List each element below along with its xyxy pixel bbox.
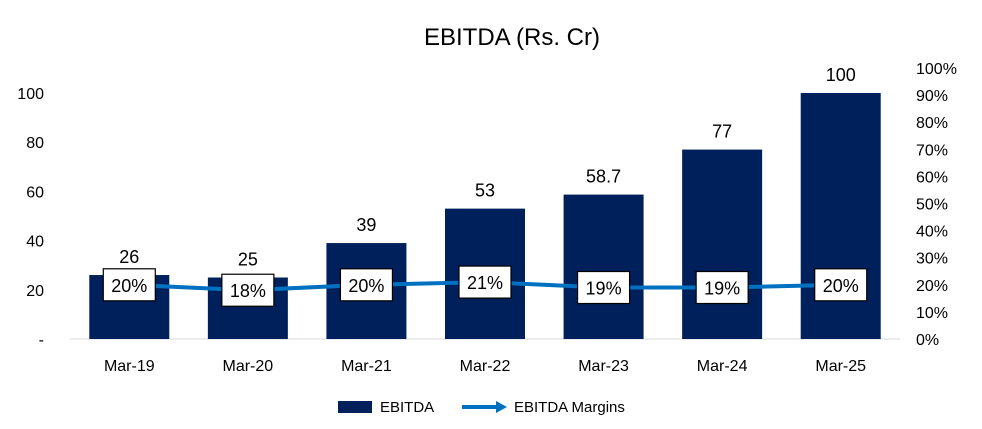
right-axis-tick-label: 60% xyxy=(916,169,948,186)
category-label: Mar-22 xyxy=(460,358,511,375)
right-axis-tick-label: 40% xyxy=(916,224,948,241)
ebitda-value-label: 58.7 xyxy=(586,167,621,187)
right-axis-tick-label: 80% xyxy=(916,115,948,132)
margin-label-box xyxy=(695,270,749,305)
ebitda-value-label: 53 xyxy=(475,181,495,201)
left-axis-tick-label: 60 xyxy=(26,184,44,201)
right-axis-tick-label: 10% xyxy=(916,305,948,322)
legend-item-ebitda-margins: EBITDA Margins xyxy=(462,399,625,416)
legend-label: EBITDA Margins xyxy=(514,399,625,416)
category-label: Mar-23 xyxy=(578,358,629,375)
margin-label-box xyxy=(458,265,512,299)
category-label: Mar-24 xyxy=(697,358,748,375)
margin-label-text: 19% xyxy=(586,279,622,299)
right-axis-tick-label: 70% xyxy=(916,142,948,159)
ebitda-value-label: 26 xyxy=(119,247,139,267)
margin-label-text: 20% xyxy=(823,276,859,296)
legend-swatch-bar xyxy=(338,401,372,413)
margin-label-text: 21% xyxy=(467,273,503,293)
right-axis-tick-label: 90% xyxy=(916,88,948,105)
left-axis-tick-label: 80 xyxy=(26,135,44,152)
right-axis: 0% 10% 20% 30% 40% 50% 60% 70% 80% 90% 100% xyxy=(916,61,957,349)
right-axis-tick-label: 20% xyxy=(916,278,948,295)
ebitda-value-label: 100 xyxy=(826,65,856,85)
bar-series-ebitda xyxy=(89,93,881,339)
margin-label-box xyxy=(221,273,275,307)
ebitda-value-label: 25 xyxy=(238,250,258,270)
legend-label: EBITDA xyxy=(380,399,434,416)
margin-value-label: 21% xyxy=(458,265,512,299)
category-label: Mar-21 xyxy=(341,358,392,375)
right-axis-tick-label: 50% xyxy=(916,197,948,214)
margin-label-text: 20% xyxy=(111,276,147,296)
left-axis-tick-label: 100 xyxy=(17,86,44,103)
left-axis-tick-label: - xyxy=(39,332,44,349)
ebitda-value-label: 77 xyxy=(712,122,732,142)
right-axis-tick-label: 0% xyxy=(916,332,939,349)
margin-value-label: 20% xyxy=(814,268,868,302)
left-axis: - 20 40 60 80 100 xyxy=(17,86,44,349)
margin-value-label: 18% xyxy=(221,273,275,307)
margin-label-box xyxy=(102,268,156,302)
margin-data-labels: 20% 18% 20% 21% 19% 19% 20% xyxy=(102,265,868,307)
ebitda-bar xyxy=(800,93,881,339)
ebitda-bar xyxy=(682,149,763,339)
margin-label-text: 20% xyxy=(348,276,384,296)
ebitda-value-label: 39 xyxy=(356,215,376,235)
left-axis-tick-label: 20 xyxy=(26,283,44,300)
legend: EBITDA EBITDA Margins xyxy=(338,399,625,416)
ebitda-bar xyxy=(563,194,644,339)
category-labels: Mar-19 Mar-20 Mar-21 Mar-22 Mar-23 Mar-24 Mar-… xyxy=(104,358,866,375)
margin-value-label: 19% xyxy=(576,270,631,305)
margin-label-box xyxy=(814,268,868,302)
right-axis-tick-label: 100% xyxy=(916,61,957,78)
category-label: Mar-25 xyxy=(815,358,866,375)
arrow-icon xyxy=(496,401,507,413)
margin-value-label: 19% xyxy=(695,270,749,305)
bar-data-labels: 26 25 39 53 58.7 77 100 xyxy=(119,65,855,270)
category-label: Mar-20 xyxy=(223,358,274,375)
margin-value-label: 20% xyxy=(102,268,156,302)
left-axis-tick-label: 40 xyxy=(26,234,44,251)
category-label: Mar-19 xyxy=(104,358,155,375)
right-axis-tick-label: 30% xyxy=(916,251,948,268)
margin-label-text: 18% xyxy=(230,281,266,301)
margin-value-label: 20% xyxy=(339,268,394,302)
margin-label-box xyxy=(576,270,631,305)
margin-label-box xyxy=(339,268,394,302)
legend-item-ebitda: EBITDA xyxy=(338,399,434,416)
margin-label-text: 19% xyxy=(704,279,740,299)
chart-title: EBITDA (Rs. Cr) xyxy=(424,24,600,51)
